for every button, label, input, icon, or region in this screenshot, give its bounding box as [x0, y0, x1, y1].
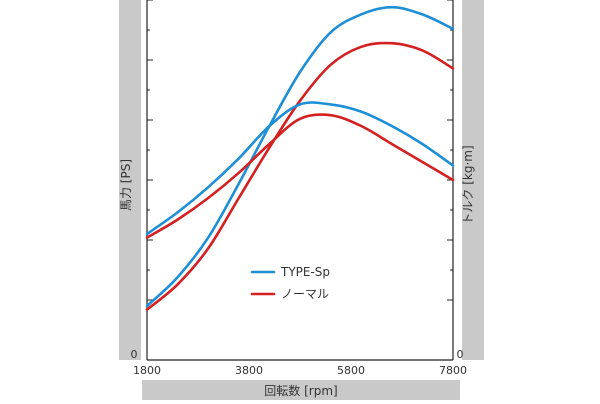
x-tick-label: 7800	[439, 364, 467, 377]
y-axis-left-label: 馬力 [PS]	[119, 159, 133, 211]
series-line-normal-torque	[145, 113, 455, 239]
x-tick-labels: 1800 3800 5800 7800	[133, 364, 467, 377]
series-line-normal-power	[145, 41, 455, 311]
x-tick-label: 1800	[133, 364, 161, 377]
x-tick-label: 5800	[337, 364, 365, 377]
series-group	[145, 5, 455, 311]
legend-label: TYPE-Sp	[280, 265, 330, 279]
left-ticks	[147, 0, 153, 301]
series-line-type-sp-torque	[145, 101, 455, 236]
bottom-axis-band	[142, 380, 460, 400]
right-axis-band	[462, 0, 484, 360]
y-right-zero-label: 0	[457, 348, 464, 361]
legend-label: ノーマル	[281, 287, 329, 301]
y-left-zero-label: 0	[131, 348, 138, 361]
x-axis-label: 回転数 [rpm]	[264, 383, 337, 398]
series-line-type-sp-power	[145, 5, 455, 308]
right-ticks	[447, 0, 453, 301]
left-axis-band	[119, 0, 141, 360]
x-tick-label: 3800	[235, 364, 263, 377]
legend: TYPE-Sp ノーマル	[250, 265, 330, 301]
y-axis-right-label: トルク [kg·m]	[461, 145, 475, 224]
